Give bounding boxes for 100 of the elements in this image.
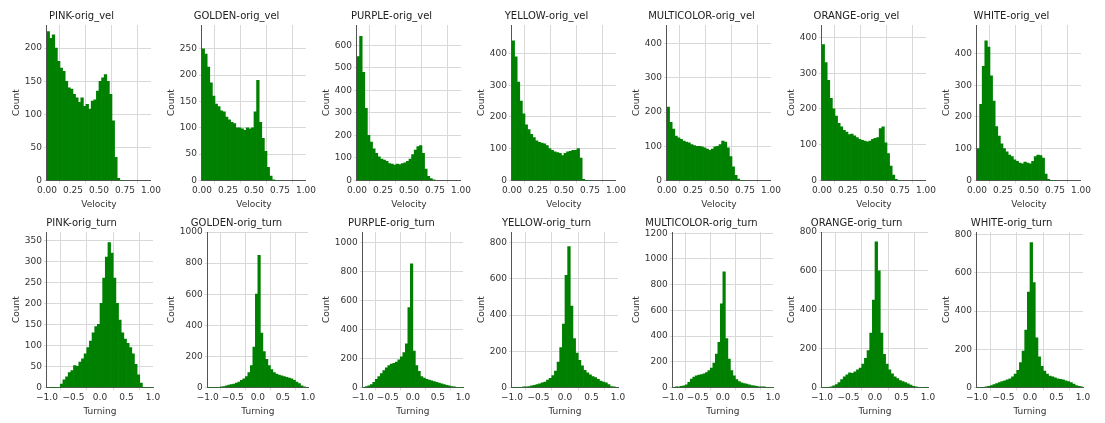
x-tick-label: 1.0 [455,392,471,403]
x-tick-label: 0.25 [682,185,703,196]
x-tick-label: 1.00 [915,185,937,196]
y-axis-title: Count [10,295,21,324]
y-tick-label: 300 [799,67,818,78]
x-tick-label: −1.0 [811,392,834,403]
chart-title: YELLOW-orig_turn [500,216,592,229]
y-tick-label: 100 [954,143,973,154]
x-tick-label: 0.00 [36,185,58,196]
y-tick-label: 50 [185,148,198,159]
x-tick-label: 0.25 [217,185,238,196]
y-tick-label: 200 [650,356,668,367]
y-tick-label: 400 [489,309,508,320]
x-tick-label: 0.50 [1018,185,1040,196]
x-tick-label: 1.0 [920,392,936,403]
x-tick-label: 0.50 [243,185,265,196]
y-tick-label: 800 [489,237,508,248]
y-tick-label: 800 [799,226,818,237]
x-tick-label: 1.00 [450,185,472,196]
y-tick-label: 200 [799,103,818,114]
x-tick-label: 0.00 [656,185,678,196]
x-axis-title: Velocity [1011,198,1048,209]
y-tick-label: 400 [799,31,818,42]
x-tick-label: 1.00 [1070,185,1092,196]
x-tick-label: 0.5 [275,392,291,403]
x-axis-title: Velocity [391,198,428,209]
y-tick-label: 600 [334,39,353,50]
x-axis-title: Turning [82,405,117,416]
chart-title: WHITE-orig_turn [970,216,1053,229]
y-tick-label: 0 [36,174,43,185]
y-tick-label: 600 [185,288,203,299]
y-tick-label: 200 [24,42,43,53]
x-tick-label: 0.0 [867,392,883,403]
chart-title: PINK-orig_vel [49,9,114,22]
x-tick-label: 1.0 [145,392,161,403]
y-axis-title: Count [785,88,796,117]
chart-title: PURPLE-orig_turn [348,216,435,229]
x-tick-label: 1.00 [605,185,627,196]
y-tick-label: 1000 [644,253,668,264]
x-axis-title: Turning [857,405,892,416]
y-axis-title: Count [10,88,21,117]
y-tick-label: 200 [489,345,508,356]
y-tick-label: 600 [954,267,973,278]
x-tick-label: −0.5 [686,392,709,403]
chart-title: PURPLE-orig_vel [350,9,433,22]
x-tick-label: 0.5 [430,392,446,403]
x-tick-label: 0.50 [88,185,110,196]
x-tick-label: 0.5 [894,392,909,403]
y-tick-label: 0 [661,381,668,392]
y-tick-label: 400 [334,84,353,95]
y-tick-label: 400 [799,304,818,315]
y-axis-title: Count [475,295,486,324]
y-tick-label: 150 [24,318,43,329]
x-tick-label: 0.50 [708,185,730,196]
x-tick-label: 0.5 [1049,392,1064,403]
y-tick-label: 200 [489,111,508,122]
y-tick-label: 0 [656,174,663,185]
y-tick-label: 1000 [334,236,358,247]
y-tick-label: 0 [196,381,203,392]
x-tick-label: 0.75 [889,185,910,196]
y-tick-label: 250 [24,276,43,287]
y-tick-label: 50 [30,360,43,371]
x-axis-title: Velocity [236,198,273,209]
x-tick-label: 0.00 [191,185,213,196]
y-tick-label: 300 [644,72,663,83]
y-axis-title: Count [320,295,331,324]
x-tick-label: 0.25 [372,185,393,196]
x-tick-label: −0.5 [221,392,244,403]
x-tick-label: 0.75 [1044,185,1065,196]
y-tick-label: 300 [954,79,973,90]
chart-title: ORANGE-orig_turn [810,216,903,229]
x-axis-title: Turning [1012,405,1047,416]
y-tick-label: 250 [179,43,198,54]
y-tick-label: 400 [489,47,508,58]
y-axis-title: Count [785,295,796,324]
chart-title: GOLDEN-orig_turn [190,216,283,229]
x-tick-label: 0.25 [837,185,858,196]
x-axis-title: Velocity [546,198,583,209]
y-tick-label: 0 [346,174,353,185]
y-tick-label: 400 [644,38,663,49]
y-tick-label: 600 [650,304,668,315]
y-tick-label: 300 [489,79,508,90]
x-tick-label: −1.0 [966,392,989,403]
x-tick-label: 0.25 [527,185,548,196]
x-tick-label: 0.75 [579,185,600,196]
y-tick-label: 0 [966,381,973,392]
y-tick-label: 800 [954,229,973,240]
y-tick-label: 50 [30,141,43,152]
x-tick-label: 1.0 [1075,392,1091,403]
y-tick-label: 0 [36,381,43,392]
y-tick-label: 400 [650,330,668,341]
x-axis-title: Velocity [856,198,893,209]
x-tick-label: 0.0 [715,392,731,403]
y-tick-label: 0 [811,381,818,392]
y-axis-title: Count [630,295,641,324]
x-axis-title: Velocity [701,198,738,209]
y-tick-label: 100 [179,122,198,133]
y-axis-title: Count [630,88,641,117]
y-tick-label: 800 [650,279,668,289]
x-tick-label: 0.75 [114,185,135,196]
